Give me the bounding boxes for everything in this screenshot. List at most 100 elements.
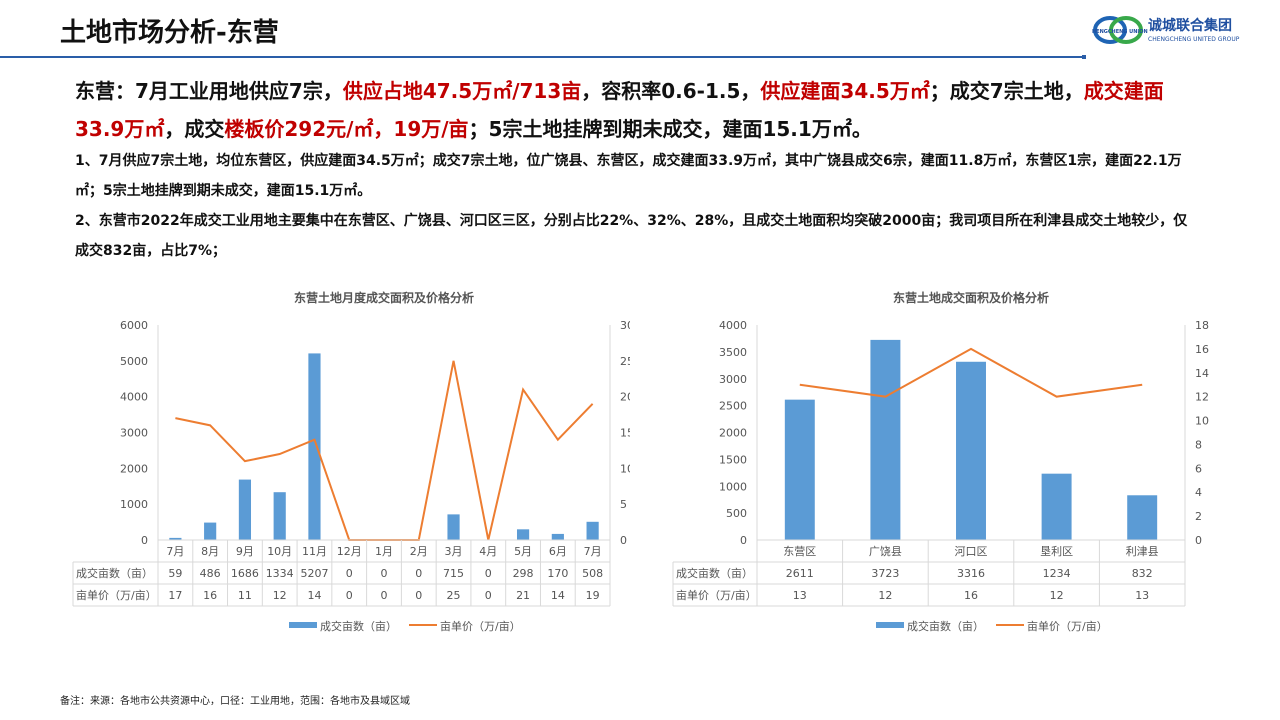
headline-part: ，容积率0.6-1.5， bbox=[581, 79, 761, 103]
headline-part: ，成交 bbox=[164, 117, 225, 141]
y-left-tick-label: 3000 bbox=[719, 373, 747, 386]
data-label: 170 bbox=[547, 567, 568, 580]
y-right-tick-label: 5 bbox=[620, 498, 627, 511]
data-label: 715 bbox=[443, 567, 464, 580]
y-left-tick-label: 1500 bbox=[719, 453, 747, 466]
headline-part: ；成交7宗土地， bbox=[929, 79, 1084, 103]
category-label: 广饶县 bbox=[869, 545, 902, 558]
data-label: 59 bbox=[168, 567, 182, 580]
y-right-tick-label: 2 bbox=[1195, 510, 1202, 523]
data-label: 19 bbox=[586, 589, 600, 602]
bar bbox=[516, 529, 530, 540]
table-row-label: 亩单价（万/亩） bbox=[76, 588, 157, 602]
data-label: 1234 bbox=[1043, 567, 1071, 580]
y-right-tick-label: 6 bbox=[1195, 462, 1202, 475]
data-label: 11 bbox=[238, 589, 252, 602]
company-logo: CHENGCHENG UNION 诚城联合集团 CHENGCHENG UNITE… bbox=[1092, 16, 1240, 44]
y-left-tick-label: 4000 bbox=[120, 391, 148, 404]
headline-part: 成交建面33.9万㎡ bbox=[75, 79, 1164, 141]
category-label: 9月 bbox=[236, 545, 254, 558]
bar bbox=[870, 339, 901, 540]
bar bbox=[1127, 495, 1158, 540]
y-left-tick-label: 2000 bbox=[120, 462, 148, 475]
svg-text:诚城联合集团: 诚城联合集团 bbox=[1148, 17, 1232, 34]
y-right-tick-label: 0 bbox=[1195, 534, 1202, 547]
footnote: 备注：来源：各地市公共资源中心，口径：工业用地，范围：各地市及县域区域 bbox=[60, 696, 410, 707]
table-row-label: 亩单价（万/亩） bbox=[676, 588, 757, 602]
headline-part: 东营：7月工业用地供应7宗， bbox=[75, 79, 343, 103]
y-right-tick-label: 14 bbox=[1195, 367, 1209, 380]
y-right-tick-label: 8 bbox=[1195, 438, 1202, 451]
page-title: 土地市场分析-东营 bbox=[60, 18, 279, 48]
data-label: 21 bbox=[516, 589, 530, 602]
data-label: 298 bbox=[513, 567, 534, 580]
data-label: 12 bbox=[1050, 589, 1064, 602]
bar bbox=[551, 533, 564, 540]
data-label: 0 bbox=[485, 567, 492, 580]
headline-part: 楼板价292元/㎡，19万/亩 bbox=[224, 117, 469, 141]
y-right-tick-label: 25 bbox=[620, 355, 630, 368]
legend-bar-swatch bbox=[876, 622, 904, 628]
data-label: 3723 bbox=[871, 567, 899, 580]
y-right-tick-label: 0 bbox=[620, 534, 627, 547]
data-label: 12 bbox=[878, 589, 892, 602]
data-label: 0 bbox=[485, 589, 492, 602]
data-label: 2611 bbox=[786, 567, 814, 580]
y-left-tick-label: 0 bbox=[740, 534, 747, 547]
data-label: 508 bbox=[582, 567, 603, 580]
table-row-label: 成交亩数（亩） bbox=[76, 566, 153, 580]
paragraph-supply: 1、7月供应7宗土地，均位东营区，供应建面34.5万㎡；成交7宗土地，位广饶县、… bbox=[75, 153, 1182, 199]
district-chart: 东营土地成交面积及价格分析 0 500 1000 1500 2000 2500 3000 350… bbox=[672, 290, 1209, 633]
data-label: 0 bbox=[346, 567, 353, 580]
y-right-tick-label: 20 bbox=[620, 391, 630, 404]
category-label: 8月 bbox=[201, 545, 219, 558]
y-left-tick-label: 5000 bbox=[120, 355, 148, 368]
data-label: 0 bbox=[415, 567, 422, 580]
y-right-tick-label: 4 bbox=[1195, 486, 1202, 499]
legend-label: 亩单价（万/亩） bbox=[440, 619, 521, 633]
price-line bbox=[799, 347, 1143, 398]
data-label: 0 bbox=[381, 589, 388, 602]
category-label: 5月 bbox=[514, 545, 532, 558]
svg-text:CHENGCHENG UNION: CHENGCHENG UNION bbox=[1092, 29, 1148, 35]
category-label: 垦利区 bbox=[1040, 545, 1073, 558]
data-label: 12 bbox=[273, 589, 287, 602]
data-label: 5207 bbox=[300, 567, 328, 580]
data-label: 16 bbox=[964, 589, 978, 602]
y-right-tick-label: 12 bbox=[1195, 391, 1209, 404]
monthly-chart: 东营土地月度成交面积及价格分析0100020003000400050006000… bbox=[72, 290, 630, 633]
y-left-tick-label: 2000 bbox=[719, 427, 747, 440]
chart-title: 东营土地成交面积及价格分析 bbox=[893, 290, 1049, 305]
y-left-tick-label: 0 bbox=[141, 534, 148, 547]
data-label: 0 bbox=[381, 567, 388, 580]
category-label: 利津县 bbox=[1126, 545, 1159, 558]
data-label: 14 bbox=[307, 589, 321, 602]
category-label: 4月 bbox=[479, 545, 497, 558]
data-label: 3316 bbox=[957, 567, 985, 580]
legend-label: 亩单价（万/亩） bbox=[1027, 619, 1108, 633]
bar bbox=[1041, 473, 1072, 540]
headline-part: ；5宗土地挂牌到期未成交，建面15.1万㎡。 bbox=[468, 117, 872, 141]
data-label: 832 bbox=[1132, 567, 1153, 580]
bar bbox=[238, 479, 252, 540]
category-label: 10月 bbox=[267, 545, 292, 558]
bar bbox=[308, 353, 321, 540]
y-left-tick-label: 4000 bbox=[719, 319, 747, 332]
data-label: 1334 bbox=[266, 567, 294, 580]
price-line bbox=[175, 360, 594, 541]
category-label: 1月 bbox=[375, 545, 393, 558]
category-label: 7月 bbox=[584, 545, 602, 558]
data-label: 25 bbox=[447, 589, 461, 602]
header-divider-end bbox=[1082, 55, 1086, 59]
y-left-tick-label: 3500 bbox=[719, 346, 747, 359]
category-label: 河口区 bbox=[955, 545, 988, 558]
y-right-tick-label: 10 bbox=[620, 462, 630, 475]
y-right-tick-label: 15 bbox=[620, 427, 630, 440]
bar bbox=[784, 399, 815, 540]
headline-part: 供应建面34.5万㎡ bbox=[760, 79, 930, 103]
bar bbox=[204, 522, 217, 540]
header-divider bbox=[0, 56, 1082, 58]
category-label: 7月 bbox=[166, 545, 184, 558]
data-label: 13 bbox=[1135, 589, 1149, 602]
data-label: 1686 bbox=[231, 567, 259, 580]
